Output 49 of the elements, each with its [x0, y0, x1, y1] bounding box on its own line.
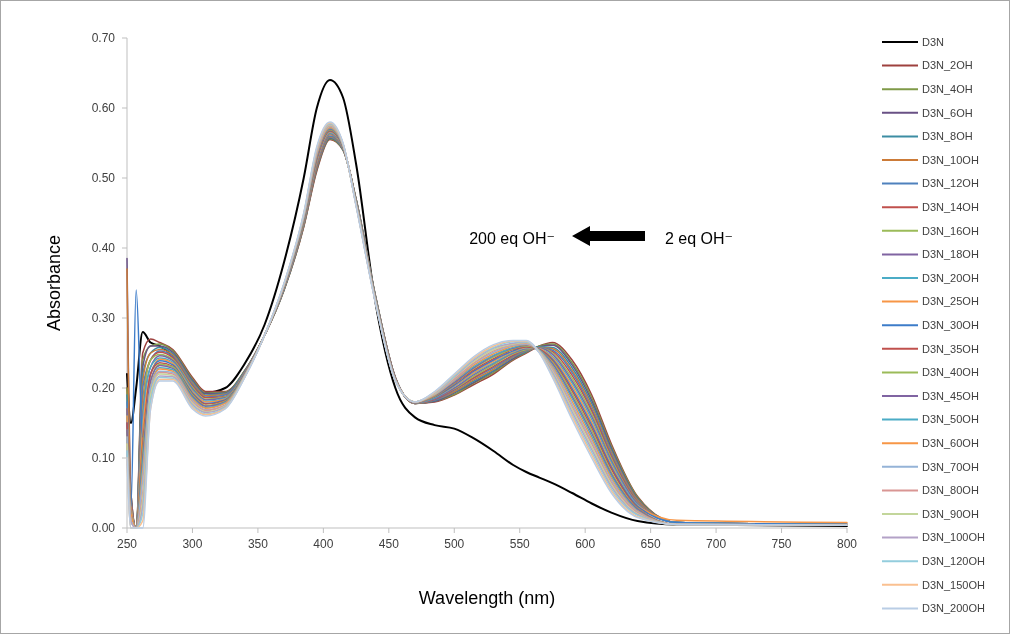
- legend-label: D3N_40OH: [922, 366, 979, 379]
- legend-label: D3N_20OH: [922, 271, 979, 284]
- legend-label: D3N_10OH: [922, 153, 979, 166]
- y-tick-label: 0.60: [91, 101, 116, 116]
- legend-label: D3N_35OH: [922, 342, 979, 355]
- x-tick-label: 350: [247, 537, 269, 551]
- legend-label: D3N: [922, 35, 945, 48]
- x-tick-label: 700: [706, 537, 727, 551]
- legend-label: D3N_120OH: [922, 555, 986, 568]
- x-tick-label: 400: [313, 537, 334, 551]
- y-tick-label: 0.20: [91, 381, 116, 396]
- y-tick-label: 0.40: [91, 241, 116, 256]
- legend-label: D3N_100OH: [922, 531, 986, 544]
- x-tick-label: 450: [378, 537, 400, 551]
- y-tick-label: 0.50: [91, 171, 116, 186]
- legend-label: D3N_2OH: [922, 59, 973, 72]
- y-tick-label: 0.70: [91, 31, 116, 46]
- legend-label: D3N_8OH: [922, 130, 973, 143]
- x-tick-label: 600: [575, 537, 596, 551]
- legend-label: D3N_4OH: [922, 83, 973, 96]
- legend-label: D3N_14OH: [922, 201, 979, 214]
- x-axis-title: Wavelength (nm): [418, 588, 556, 608]
- x-tick-label: 250: [116, 537, 138, 551]
- legend-label: D3N_90OH: [922, 507, 979, 520]
- legend-label: D3N_50OH: [922, 413, 979, 426]
- x-tick-label: 750: [771, 537, 792, 551]
- legend-label: D3N_30OH: [922, 319, 979, 332]
- legend-label: D3N_6OH: [922, 106, 973, 119]
- x-tick-label: 650: [640, 537, 661, 551]
- annotation: 2 eq OH⁻: [665, 230, 734, 247]
- y-tick-label: 0.10: [91, 451, 116, 466]
- legend-label: D3N_150OH: [922, 578, 986, 591]
- legend-label: D3N_18OH: [922, 248, 979, 261]
- legend-label: D3N_70OH: [922, 460, 979, 473]
- legend-label: D3N_25OH: [922, 295, 979, 308]
- x-tick-label: 500: [444, 537, 465, 551]
- x-tick-label: 550: [509, 537, 531, 551]
- y-axis-title: Absorbance: [44, 234, 64, 332]
- y-tick-label: 0.30: [91, 311, 116, 326]
- legend-label: D3N_60OH: [922, 437, 979, 450]
- legend-label: D3N_200OH: [922, 602, 986, 615]
- x-tick-label: 300: [182, 537, 203, 551]
- legend-label: D3N_45OH: [922, 389, 979, 402]
- legend-label: D3N_12OH: [922, 177, 979, 190]
- y-tick-label: 0.00: [91, 521, 116, 536]
- legend-label: D3N_16OH: [922, 224, 979, 237]
- x-tick-label: 800: [836, 537, 858, 551]
- annotation: 200 eq OH⁻: [469, 230, 555, 247]
- legend-label: D3N_80OH: [922, 484, 979, 497]
